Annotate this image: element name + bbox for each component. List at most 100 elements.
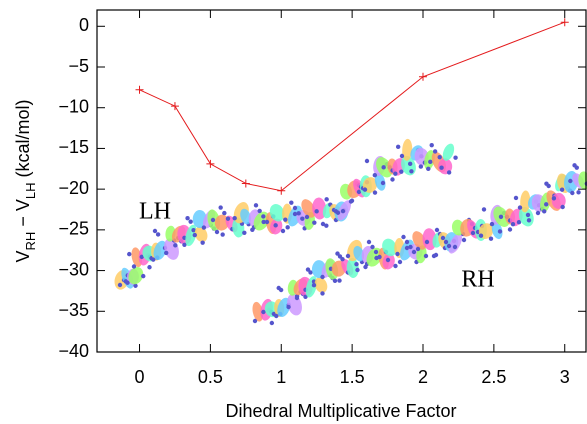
- molecule-blob: [301, 199, 316, 218]
- y-axis-label: VRH − VLH (kcal/mol): [13, 100, 38, 263]
- atom: [385, 257, 391, 263]
- atom: [320, 274, 325, 280]
- atom: [139, 254, 144, 260]
- atom: [283, 217, 288, 222]
- y-tick-label: 0: [79, 15, 89, 35]
- atom: [372, 172, 378, 178]
- atom: [261, 219, 266, 225]
- atom: [273, 223, 278, 228]
- atom: [576, 190, 581, 195]
- data-point: [560, 18, 569, 27]
- atom: [131, 264, 137, 269]
- atom: [337, 278, 342, 283]
- atom: [452, 244, 458, 250]
- x-tick-label: 0.5: [198, 367, 223, 387]
- atom: [354, 262, 359, 267]
- atom: [381, 165, 386, 170]
- atom: [292, 211, 298, 217]
- y-tick-label: −20: [58, 178, 89, 198]
- atom: [510, 222, 516, 227]
- y-tick-label: −40: [58, 341, 89, 361]
- atom: [152, 228, 158, 234]
- data-point: [241, 179, 250, 188]
- atom: [507, 227, 513, 232]
- atom: [304, 214, 310, 220]
- atom: [188, 219, 193, 224]
- x-tick-label: 1.5: [340, 367, 365, 387]
- atom: [289, 200, 294, 205]
- atom: [362, 187, 368, 192]
- atom: [300, 216, 305, 221]
- atom: [395, 251, 400, 257]
- atom: [335, 210, 341, 215]
- atom: [516, 220, 522, 225]
- plot-frame: [96, 9, 587, 353]
- atom: [377, 254, 382, 260]
- atom: [332, 278, 338, 283]
- atom: [399, 169, 404, 174]
- atom: [418, 164, 424, 169]
- atom: [173, 243, 178, 248]
- x-tick-label: 3: [560, 367, 570, 387]
- atom: [191, 228, 196, 233]
- atom: [525, 212, 531, 218]
- atom: [133, 283, 138, 288]
- molecule-blob: [252, 301, 264, 322]
- atom: [185, 216, 190, 221]
- atom: [407, 161, 413, 167]
- annotation: RH: [461, 267, 494, 293]
- y-tick-label: −5: [68, 56, 89, 76]
- atom: [311, 283, 317, 288]
- molecule-blob: [578, 171, 587, 190]
- atom: [370, 244, 375, 250]
- molecule-blob: [153, 240, 167, 261]
- atom: [397, 259, 403, 265]
- atom: [393, 171, 398, 176]
- atom: [312, 220, 317, 225]
- molecule-blob: [128, 266, 144, 285]
- x-tick-label: 0: [135, 367, 145, 387]
- atom: [470, 230, 476, 236]
- molecule-images: [114, 138, 587, 326]
- atom: [305, 267, 311, 272]
- atom: [320, 291, 325, 296]
- atom: [127, 251, 132, 257]
- data-point: [419, 72, 427, 81]
- atom: [324, 197, 329, 202]
- atom: [380, 180, 386, 186]
- x-tick-label: 2: [418, 367, 428, 387]
- atom: [560, 204, 565, 210]
- atom: [513, 195, 519, 201]
- atom: [393, 263, 398, 269]
- atom: [423, 253, 429, 259]
- molecule-blob: [448, 233, 463, 254]
- y-tick-label: −15: [58, 137, 89, 157]
- molecule-blob: [312, 197, 327, 220]
- atom: [429, 142, 434, 148]
- atom: [314, 209, 319, 214]
- atom: [303, 294, 308, 299]
- y-label-subscript: RH: [23, 232, 38, 251]
- atom: [551, 196, 557, 201]
- atom: [568, 178, 573, 184]
- atom: [372, 190, 378, 195]
- data-point: [170, 102, 179, 111]
- atom: [286, 304, 291, 310]
- atom: [356, 189, 362, 195]
- atom: [559, 187, 565, 192]
- molecule-blob: [269, 204, 285, 222]
- x-tick-label: 1: [276, 367, 286, 387]
- atom: [433, 252, 439, 258]
- atom: [155, 232, 161, 237]
- y-label-subscript: LH: [23, 183, 38, 200]
- atom: [481, 207, 487, 212]
- atom: [141, 273, 146, 279]
- atom: [308, 270, 313, 275]
- y-label-part: V: [13, 250, 33, 262]
- atom: [294, 295, 300, 301]
- atom: [222, 210, 227, 216]
- annotation: LH: [139, 199, 171, 225]
- atom: [399, 153, 405, 159]
- molecule-blob: [314, 277, 328, 293]
- atom: [373, 249, 379, 255]
